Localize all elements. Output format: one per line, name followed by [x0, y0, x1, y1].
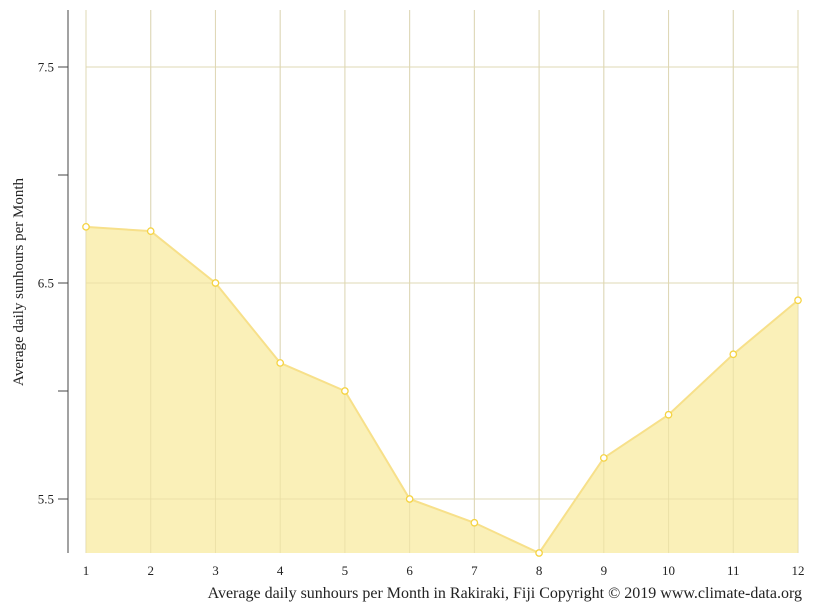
x-tick-label: 5 [342, 563, 349, 578]
data-markers [82, 222, 802, 557]
x-axis-tick-labels: 1 2 3 4 5 6 7 8 9 10 11 12 [83, 563, 805, 578]
data-point-marker [794, 296, 802, 305]
area-fill [86, 226, 798, 553]
data-point-marker [470, 518, 479, 527]
x-tick-label: 10 [662, 563, 675, 578]
data-point-marker [405, 495, 414, 503]
x-tick-label: 12 [792, 563, 805, 578]
data-point-marker [211, 279, 220, 287]
x-tick-label: 8 [536, 563, 543, 578]
data-point-marker [599, 454, 608, 462]
x-tick-label: 9 [601, 563, 608, 578]
x-tick-label: 1 [83, 563, 90, 578]
data-point-marker [276, 359, 285, 367]
y-tick-label: 7.5 [38, 60, 54, 75]
x-tick-label: 11 [727, 563, 740, 578]
area-line [85, 225, 799, 555]
x-tick-label: 7 [471, 563, 478, 578]
y-axis-label: Average daily sunhours per Month [11, 178, 27, 387]
y-tick-label: 5.5 [38, 492, 54, 507]
data-point-marker [535, 549, 543, 557]
x-tick-label: 2 [147, 563, 154, 578]
data-point-marker [82, 222, 90, 231]
x-tick-label: 3 [212, 563, 219, 578]
data-point-marker [664, 410, 673, 419]
data-point-marker [729, 350, 738, 359]
chart-caption: Average daily sunhours per Month in Raki… [208, 585, 802, 602]
data-point-marker [341, 387, 349, 395]
area-series [85, 10, 799, 555]
y-tick-label: 6.5 [38, 276, 54, 291]
x-tick-label: 6 [406, 563, 413, 578]
y-axis-ticks: 7.5 6.5 5.5 [38, 60, 68, 507]
x-tick-label: 4 [277, 563, 284, 578]
data-point-marker [146, 227, 155, 236]
